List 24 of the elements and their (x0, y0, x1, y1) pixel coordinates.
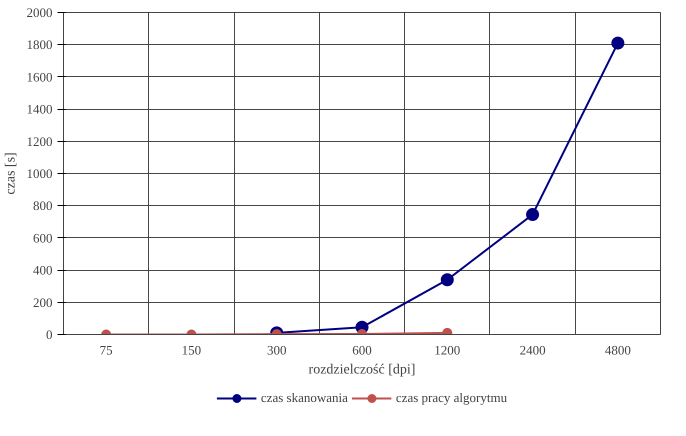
y-tick-label: 400 (33, 262, 52, 278)
point (526, 208, 540, 222)
y-tick-label: 1000 (26, 166, 52, 181)
y-tick-label: 0 (46, 327, 52, 342)
x-tick-label: 4800 (604, 342, 631, 358)
y-tick-label: 200 (33, 294, 52, 310)
x-tick-label: 600 (352, 342, 372, 358)
legend-label: czas skanowania (260, 390, 348, 406)
y-tick-label: 1400 (26, 102, 52, 117)
x-tick-label: 1200 (434, 342, 460, 358)
y-tick-label: 2000 (26, 5, 52, 20)
y-tick-label: 800 (33, 198, 52, 214)
point (611, 36, 624, 50)
x-tick-label: 75 (100, 342, 113, 358)
y-axis-title: czas [s] (4, 152, 18, 195)
y-tick-label: 1600 (26, 69, 52, 84)
y-tick-label: 1800 (26, 37, 52, 52)
x-axis-title: rozdzielczość [dpi] (308, 362, 416, 378)
x-tick-label: 2400 (520, 342, 546, 358)
x-tick-label: 150 (182, 342, 202, 358)
x-tick-label: 300 (266, 342, 286, 358)
legend-label: czas pracy algorytmu (396, 390, 508, 406)
y-tick-label: 600 (33, 230, 52, 246)
y-tick-label: 1200 (26, 134, 52, 149)
